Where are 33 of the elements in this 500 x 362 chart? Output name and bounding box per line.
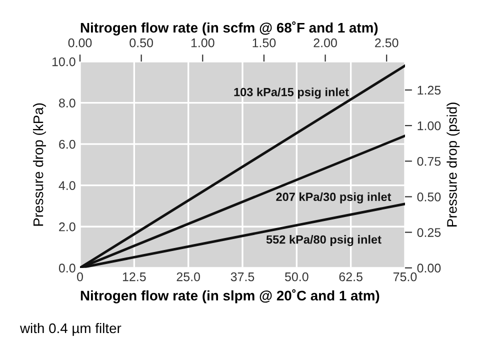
x-tick-label: 25.0 [176, 272, 200, 282]
x-tick-label: 0 [77, 272, 83, 282]
series-label: 207 kPa/30 psig inlet [276, 192, 392, 204]
x-tick-label: 12.5 [122, 272, 146, 282]
x2-tick-label: 2.50 [375, 38, 398, 48]
x2-tick-label: 0.00 [68, 38, 92, 48]
y2-tick-label: 0.25 [417, 228, 441, 237]
x2-tick-label: 1.00 [191, 38, 214, 48]
series-label: 552 kPa/80 psig inlet [266, 235, 382, 246]
y2-tick-label: 1.25 [418, 86, 441, 95]
x-tick-label: 62.5 [339, 272, 362, 282]
x-axis-title: Nitrogen flow rate (in slpm @ 20˚C and 1 atm) [80, 289, 380, 304]
y-axis-title: Pressure drop (kPa) [33, 103, 46, 226]
y-tick-label: 6.0 [59, 140, 76, 149]
y-tick-label: 8.0 [59, 98, 76, 108]
series-label: 103 kPa/15 psig inlet [234, 88, 349, 99]
x2-tick-label: 1.50 [252, 38, 276, 48]
y2-tick-label: 0.50 [417, 192, 441, 202]
x2-tick-label: 2.00 [314, 38, 337, 48]
y2-tick-label: 0.00 [417, 264, 441, 273]
y-tick-label: 4.0 [58, 181, 76, 190]
x-tick-label: 37.5 [230, 272, 254, 282]
x-tick-label: 50.0 [285, 272, 308, 282]
text: with 0.4 µm filter [20, 322, 122, 336]
y2-tick-label: 1.00 [418, 121, 441, 130]
x2-axis-title: Nitrogen flow rate (in scfm @ 68˚F and 1 atm) [80, 21, 378, 36]
y-tick-label: 0.0 [58, 264, 76, 273]
y2-tick-label: 0.75 [417, 156, 441, 166]
x2-tick-label: 0.50 [130, 38, 153, 48]
x-tick-label: 75.0 [393, 272, 417, 282]
y2-axis-title: Pressure drop (psid) [446, 102, 460, 226]
y-tick-label: 10.0 [52, 57, 76, 66]
y-tick-label: 2.0 [59, 222, 76, 232]
